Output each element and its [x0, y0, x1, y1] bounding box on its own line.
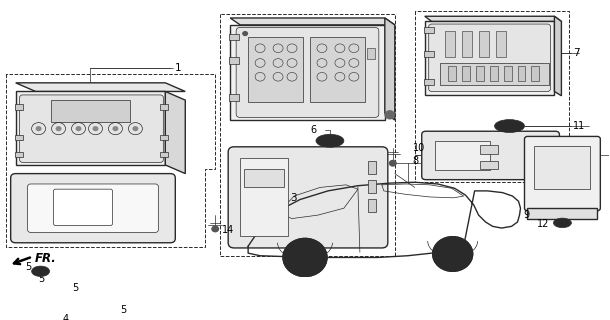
Text: 6: 6	[310, 125, 316, 135]
FancyBboxPatch shape	[54, 189, 112, 226]
Text: FR.: FR.	[35, 252, 56, 265]
Bar	[534, 146, 590, 189]
Bar	[368, 199, 376, 212]
Bar	[368, 161, 376, 174]
Bar	[528, 208, 597, 219]
Text: 14: 14	[222, 225, 234, 235]
Text: 13: 13	[468, 156, 480, 166]
Ellipse shape	[553, 218, 572, 228]
Bar	[479, 161, 498, 169]
Polygon shape	[425, 16, 561, 21]
Bar	[310, 37, 365, 102]
Polygon shape	[165, 92, 185, 174]
FancyBboxPatch shape	[228, 147, 388, 248]
Polygon shape	[554, 16, 561, 96]
Text: 5: 5	[26, 262, 32, 272]
Bar	[479, 31, 489, 57]
Bar	[490, 66, 498, 81]
Circle shape	[56, 126, 62, 131]
FancyBboxPatch shape	[20, 95, 163, 162]
Text: 5: 5	[73, 283, 79, 293]
Bar	[229, 57, 239, 64]
Text: 12: 12	[536, 219, 549, 229]
Ellipse shape	[495, 120, 525, 132]
Ellipse shape	[57, 279, 74, 290]
Bar	[229, 34, 239, 40]
Text: 3: 3	[290, 193, 296, 203]
Bar	[160, 152, 168, 157]
Circle shape	[389, 160, 396, 167]
FancyBboxPatch shape	[525, 136, 600, 211]
Ellipse shape	[131, 307, 149, 317]
Polygon shape	[385, 18, 395, 120]
Bar	[368, 180, 376, 193]
Ellipse shape	[32, 266, 49, 276]
Bar	[229, 94, 239, 101]
Bar	[425, 21, 554, 95]
Circle shape	[35, 126, 41, 131]
Ellipse shape	[71, 300, 90, 320]
Bar	[517, 66, 525, 81]
Bar	[15, 152, 23, 157]
Circle shape	[93, 126, 98, 131]
Bar	[230, 25, 385, 120]
Circle shape	[283, 238, 327, 276]
Circle shape	[112, 126, 118, 131]
Bar	[495, 31, 506, 57]
Bar	[531, 66, 539, 81]
Bar	[244, 169, 284, 187]
Text: 11: 11	[573, 121, 586, 131]
Bar	[160, 104, 168, 110]
Bar	[448, 66, 456, 81]
Bar	[248, 37, 303, 102]
Bar	[462, 66, 470, 81]
Circle shape	[385, 110, 395, 119]
Text: 9: 9	[523, 210, 529, 220]
Bar	[503, 66, 512, 81]
Ellipse shape	[90, 287, 107, 297]
Circle shape	[242, 31, 248, 36]
Bar	[15, 135, 23, 140]
Bar	[367, 48, 375, 59]
Bar	[424, 27, 434, 33]
Bar	[479, 145, 498, 154]
FancyBboxPatch shape	[429, 24, 550, 92]
Bar	[15, 104, 23, 110]
Bar	[51, 100, 131, 122]
Text: 4: 4	[63, 314, 69, 320]
Circle shape	[211, 226, 219, 232]
Polygon shape	[230, 18, 395, 25]
Text: 10: 10	[413, 143, 425, 153]
Ellipse shape	[316, 134, 344, 147]
FancyBboxPatch shape	[10, 174, 175, 243]
Text: 8: 8	[413, 156, 419, 166]
Text: 7: 7	[573, 48, 580, 58]
Circle shape	[432, 237, 473, 271]
Bar	[160, 135, 168, 140]
Bar	[476, 66, 484, 81]
Polygon shape	[16, 92, 165, 165]
Text: 1: 1	[175, 63, 182, 73]
FancyBboxPatch shape	[422, 131, 559, 180]
Text: 5: 5	[120, 305, 127, 315]
Circle shape	[76, 126, 82, 131]
Text: 2: 2	[286, 56, 293, 66]
Bar	[424, 51, 434, 57]
FancyBboxPatch shape	[27, 184, 159, 232]
Bar	[240, 158, 288, 236]
Text: 5: 5	[38, 274, 45, 284]
Bar	[424, 78, 434, 84]
Bar	[462, 31, 472, 57]
FancyBboxPatch shape	[236, 28, 379, 117]
Circle shape	[132, 126, 138, 131]
Bar	[445, 31, 454, 57]
Polygon shape	[16, 83, 185, 92]
Bar	[440, 63, 550, 84]
Bar	[435, 141, 490, 170]
